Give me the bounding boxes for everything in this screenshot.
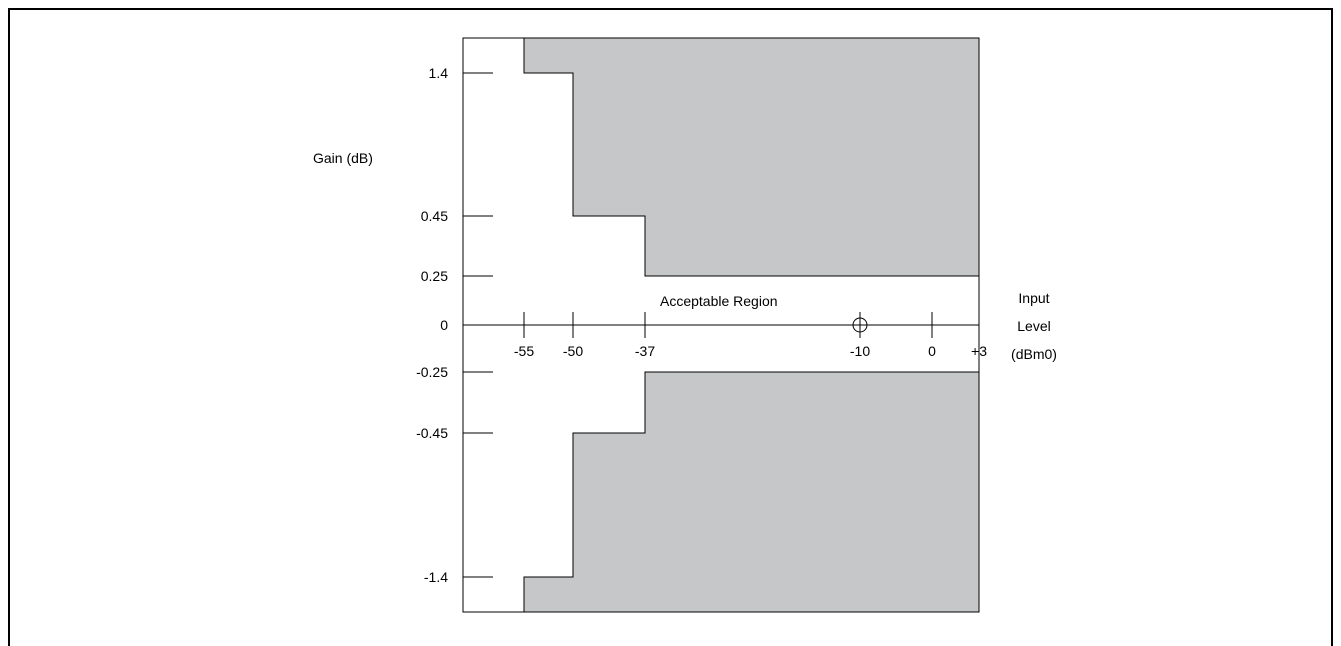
y-tick-label: 1.4 <box>429 65 449 81</box>
y-tick-label: 0 <box>440 317 448 333</box>
upper-limit-mask <box>523 37 980 277</box>
x-axis-label-line-3: (dBm0) <box>1011 346 1057 362</box>
lower-limit-mask <box>523 371 980 613</box>
y-axis-ticks: 1.4 0.45 0.25 0 -0.25 -0.45 -1.4 <box>416 65 493 585</box>
region-label: Acceptable Region <box>660 293 778 309</box>
y-tick-label: -0.25 <box>416 364 448 380</box>
x-axis-label-line-2: Level <box>1017 318 1050 334</box>
x-tick-label: -50 <box>563 343 583 359</box>
x-axis-label-line-1: Input <box>1018 290 1049 306</box>
reference-point-marker <box>852 313 868 337</box>
y-axis-label: Gain (dB) <box>313 150 373 166</box>
y-tick-label: -0.45 <box>416 425 448 441</box>
x-tick-label: 0 <box>928 343 936 359</box>
x-tick-label: -10 <box>850 343 870 359</box>
x-tick-label: -37 <box>635 343 655 359</box>
page-border <box>8 8 1333 646</box>
x-axis-ticks: -55 -50 -37 -10 0 +3 <box>514 312 987 359</box>
y-tick-label: 0.45 <box>421 208 448 224</box>
y-tick-label: -1.4 <box>424 569 448 585</box>
x-tick-label: -55 <box>514 343 534 359</box>
x-tick-label: +3 <box>971 343 987 359</box>
y-tick-label: 0.25 <box>421 268 448 284</box>
